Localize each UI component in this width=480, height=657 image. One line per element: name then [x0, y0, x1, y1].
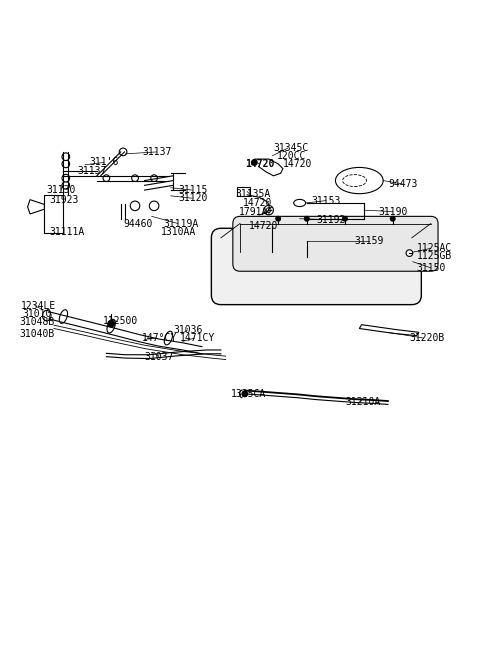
Circle shape: [252, 160, 257, 166]
Circle shape: [132, 175, 138, 181]
Text: 1471CY: 1471CY: [180, 333, 216, 343]
Text: 14720: 14720: [245, 159, 274, 169]
Ellipse shape: [42, 310, 51, 321]
Circle shape: [276, 216, 281, 221]
Text: 1125GB: 1125GB: [417, 252, 452, 261]
Text: 31159: 31159: [355, 236, 384, 246]
Text: 31040B: 31040B: [20, 329, 55, 339]
Text: 31220B: 31220B: [409, 333, 444, 343]
Text: 31137: 31137: [142, 147, 171, 157]
Text: 1125AC: 1125AC: [417, 243, 452, 254]
Circle shape: [390, 216, 395, 221]
FancyBboxPatch shape: [237, 187, 251, 196]
Text: 311'6: 311'6: [90, 158, 119, 168]
Text: 1791AF: 1791AF: [239, 206, 274, 217]
Text: 31037: 31037: [144, 352, 174, 362]
Text: 31048B: 31048B: [20, 317, 55, 327]
Text: 31192: 31192: [316, 215, 346, 225]
Circle shape: [406, 250, 413, 256]
FancyBboxPatch shape: [211, 228, 421, 305]
Circle shape: [62, 153, 70, 160]
Text: 31111A: 31111A: [49, 227, 84, 237]
Text: 31036: 31036: [173, 325, 203, 335]
Text: 14720: 14720: [243, 198, 273, 208]
Polygon shape: [28, 200, 44, 214]
Circle shape: [149, 201, 159, 211]
Circle shape: [304, 216, 309, 221]
Circle shape: [343, 216, 348, 221]
Circle shape: [103, 175, 110, 181]
Text: 120CC: 120CC: [277, 151, 306, 161]
Circle shape: [266, 208, 271, 212]
Text: 31120: 31120: [178, 193, 207, 203]
FancyBboxPatch shape: [233, 216, 438, 271]
Ellipse shape: [281, 217, 295, 221]
Text: 14720: 14720: [249, 221, 278, 231]
Text: 31150: 31150: [417, 263, 446, 273]
Circle shape: [242, 391, 248, 397]
Circle shape: [62, 174, 70, 182]
Text: 31153: 31153: [312, 196, 341, 206]
Ellipse shape: [336, 168, 383, 194]
Circle shape: [119, 148, 127, 156]
Circle shape: [130, 201, 140, 211]
Text: 14720: 14720: [283, 159, 312, 169]
Text: 31137: 31137: [78, 166, 107, 176]
Text: 31115: 31115: [178, 185, 207, 195]
Text: 1310AA: 1310AA: [161, 227, 196, 237]
Text: 31130: 31130: [47, 185, 76, 195]
Text: 31135A: 31135A: [235, 189, 270, 199]
Circle shape: [62, 160, 70, 168]
Circle shape: [108, 321, 115, 327]
Text: 112500: 112500: [103, 316, 138, 327]
Text: 31923: 31923: [49, 194, 79, 204]
Ellipse shape: [294, 200, 306, 206]
Text: 31210A: 31210A: [345, 397, 380, 407]
Circle shape: [62, 181, 70, 189]
Text: 31010: 31010: [22, 309, 51, 319]
Text: 94473: 94473: [388, 179, 417, 189]
FancyBboxPatch shape: [44, 195, 63, 233]
Text: 1234LE: 1234LE: [21, 301, 56, 311]
Text: 94460: 94460: [123, 219, 153, 229]
Circle shape: [151, 175, 157, 181]
Text: 1325CA: 1325CA: [230, 390, 266, 399]
Text: 147°CY: 147°CY: [142, 333, 178, 343]
Text: 31119A: 31119A: [164, 219, 199, 229]
Circle shape: [264, 206, 274, 215]
Text: 31190: 31190: [378, 206, 408, 217]
Polygon shape: [360, 325, 419, 336]
Text: 31345C: 31345C: [274, 143, 309, 153]
Circle shape: [303, 238, 310, 244]
